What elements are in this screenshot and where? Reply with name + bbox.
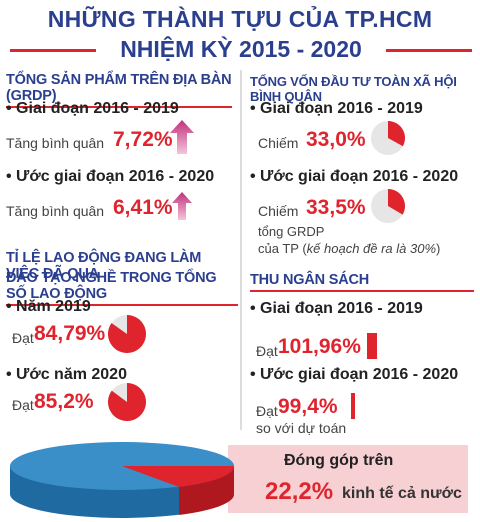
investment-pie-2	[371, 189, 405, 223]
up-arrow-icon	[172, 192, 192, 220]
budget-bar-1	[367, 333, 377, 359]
grdp-value-2: 6,41%	[113, 196, 173, 219]
contribution-pie	[10, 442, 235, 518]
pie-slice	[108, 315, 146, 353]
pie-slice	[108, 383, 146, 421]
contribution-value: 22,2%	[265, 478, 334, 505]
grdp-period-2: • Ước giai đoạn 2016 - 2020	[6, 168, 215, 185]
labor-heading-1: TỈ LỆ LAO ĐỘNG ĐANG LÀM VIỆC ĐÃ QUA	[6, 250, 202, 282]
title-subtitle-row: NHIỆM KỲ 2015 - 2020	[10, 36, 472, 62]
grdp-label-1: Tăng bình quân	[6, 135, 105, 151]
investment-note-1: tổng GRDP	[258, 224, 325, 239]
contribution-box	[228, 445, 468, 513]
title-divider-left	[10, 49, 96, 52]
budget-note: so với dự toán	[256, 420, 347, 436]
investment-heading: TỔNG VỐN ĐẦU TƯ TOÀN XÃ HỘI BÌNH QUÂN	[250, 74, 457, 104]
labor-label-2: Đạt	[12, 397, 34, 413]
page-title: NHỮNG THÀNH TỰU CỦA TP.HCM	[47, 6, 433, 32]
labor-period-1: • Năm 2019	[6, 298, 91, 315]
budget-heading: THU NGÂN SÁCH	[250, 272, 474, 292]
page-subtitle: NHIỆM KỲ 2015 - 2020	[120, 36, 362, 62]
investment-period-2: • Ước giai đoạn 2016 - 2020	[250, 168, 459, 185]
up-arrow-icon	[170, 120, 194, 154]
budget-value-1: 101,96%	[278, 335, 361, 358]
investment-value-1: 33,0%	[306, 128, 366, 151]
labor-pie-2	[108, 383, 146, 421]
labor-value-2: 85,2%	[34, 390, 94, 413]
labor-label-1: Đạt	[12, 330, 34, 346]
investment-note-2: của TP (kế hoạch đề ra là 30%)	[258, 241, 440, 257]
investment-label-2: Chiếm	[258, 203, 299, 219]
budget-bar-2	[351, 393, 355, 419]
grdp-value-1: 7,72%	[113, 128, 173, 151]
investment-label-1: Chiếm	[258, 135, 299, 151]
column-divider	[240, 70, 242, 430]
budget-period-2: • Ước giai đoạn 2016 - 2020	[250, 366, 459, 383]
contribution-suffix: kinh tế cả nước	[342, 485, 462, 502]
grdp-period-1: • Giai đoạn 2016 - 2019	[6, 100, 179, 117]
investment-period-1: • Giai đoạn 2016 - 2019	[250, 100, 423, 117]
labor-value-1: 84,79%	[34, 322, 106, 345]
labor-heading-2: ĐÀO TẠO NGHỀ TRONG TỔNG SỐ LAO ĐỘNG	[6, 270, 238, 306]
contribution-label: Đóng góp trên	[284, 452, 394, 469]
investment-pie-1	[371, 121, 405, 155]
investment-note-2-suffix: )	[436, 241, 441, 256]
pie-slice	[388, 121, 405, 147]
investment-note-2-prefix: của TP (	[258, 241, 307, 256]
pie-slice	[388, 189, 405, 215]
grdp-heading: TỔNG SẢN PHẨM TRÊN ĐỊA BÀN (GRDP)	[6, 72, 232, 108]
investment-value-2: 33,5%	[306, 196, 366, 219]
budget-value-2: 99,4%	[278, 395, 338, 418]
budget-label-2: Đạt	[256, 403, 278, 419]
budget-period-1: • Giai đoạn 2016 - 2019	[250, 300, 423, 317]
labor-period-2: • Ước năm 2020	[6, 366, 127, 383]
grdp-label-2: Tăng bình quân	[6, 203, 105, 219]
labor-pie-1	[108, 315, 146, 353]
budget-label-1: Đạt	[256, 343, 278, 359]
investment-note-2-italic: kế hoạch đề ra là 30%	[306, 241, 437, 256]
title-divider-right	[386, 49, 472, 52]
